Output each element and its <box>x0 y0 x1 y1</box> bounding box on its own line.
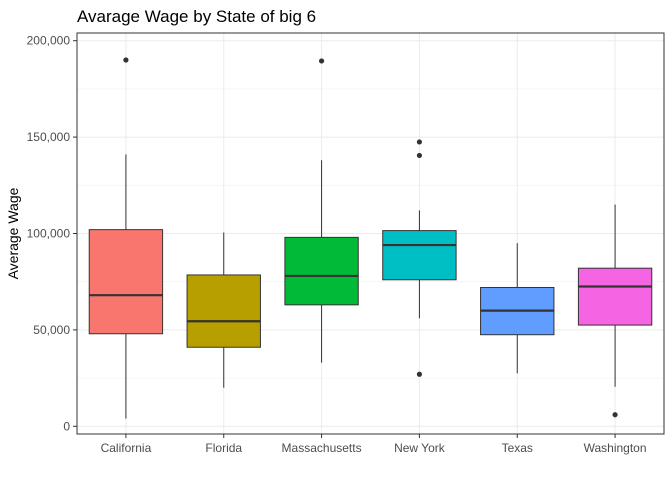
box-california <box>88 57 164 419</box>
x-tick-label: Washington <box>584 441 647 455</box>
x-tick-label: New York <box>394 441 446 455</box>
box-series <box>88 57 653 419</box>
box-washington <box>577 204 653 418</box>
y-tick-label: 0 <box>63 419 70 433</box>
x-tick-label: Texas <box>502 441 533 455</box>
grid-lines <box>77 33 664 434</box>
x-axis: California Florida Massachusetts New York Te… <box>101 434 647 455</box>
x-tick-label: California <box>101 441 152 455</box>
x-tick-label: Massachusetts <box>282 441 362 455</box>
box-iqr <box>186 274 261 348</box>
box-iqr <box>382 230 457 281</box>
y-axis-title: Average Wage <box>5 187 21 279</box>
box-texas <box>480 243 555 374</box>
y-tick-label: 50,000 <box>33 323 70 337</box>
outlier-point <box>612 412 618 418</box>
box-massachusetts <box>284 58 359 363</box>
x-tick-label: Florida <box>205 441 242 455</box>
box-new-york <box>382 139 457 377</box>
y-tick-label: 150,000 <box>27 130 71 144</box>
outlier-point <box>416 371 423 377</box>
box-iqr <box>88 229 164 335</box>
y-tick-label: 100,000 <box>27 227 71 241</box>
y-axis: 0 50,000 100,000 150,000 200,000 <box>27 34 77 433</box>
outlier-point <box>123 57 129 63</box>
outlier-point <box>416 152 423 159</box>
outlier-point <box>416 139 423 145</box>
box-florida <box>186 232 261 388</box>
outlier-point <box>318 58 325 64</box>
chart-title: Avarage Wage by State of big 6 <box>77 7 316 26</box>
box-iqr <box>284 236 359 306</box>
box-iqr <box>577 267 653 326</box>
y-tick-label: 200,000 <box>27 34 71 48</box>
